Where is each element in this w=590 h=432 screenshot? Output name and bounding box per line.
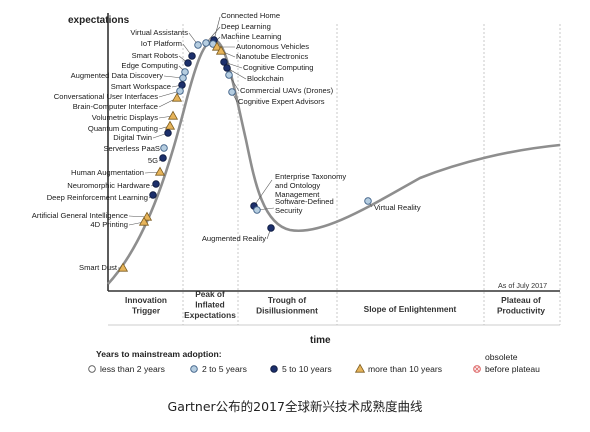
marker-cognitive-expert-advisors: [228, 88, 236, 96]
label-conversational-user-interfaces: Conversational User Interfaces: [54, 92, 158, 101]
legend-label: more than 10 years: [368, 364, 442, 374]
label-5g: 5G: [148, 156, 158, 165]
phase-label: Trough of Disillusionment: [256, 295, 318, 316]
marker-5g: [159, 154, 167, 162]
marker-conversational-user-interfaces: [176, 87, 184, 95]
marker-deep-learning: [202, 39, 210, 47]
legend: Years to mainstream adoption: less than …: [88, 349, 540, 374]
label-edge-computing: Edge Computing: [121, 61, 178, 70]
label-deep-reinforcement-learning: Deep Reinforcement Learning: [47, 193, 148, 202]
label-smart-workspace: Smart Workspace: [111, 82, 171, 91]
label-volumetric-displays: Volumetric Displays: [92, 113, 158, 122]
legend-marker-2to5: [190, 365, 198, 373]
marker-brain-computer-interface: [171, 92, 183, 102]
label-neuromorphic-hardware: Neuromorphic Hardware: [67, 181, 150, 190]
legend-label: 5 to 10 years: [282, 364, 332, 374]
label-augmented-reality: Augmented Reality: [202, 234, 266, 243]
as-of-label: As of July 2017: [498, 281, 547, 290]
marker-autonomous-vehicles: [211, 41, 223, 51]
y-axis-title: expectations: [68, 15, 130, 26]
label-brain-computer-interface: Brain-Computer Interface: [73, 102, 158, 111]
label-nanotube-electronics: Nanotube Electronics: [236, 52, 308, 61]
label-4d-printing: 4D Printing: [90, 220, 128, 229]
label-machine-learning: Machine Learning: [221, 32, 281, 41]
phase-label: Peak of Inflated Expectations: [184, 289, 236, 320]
legend-marker-gt10: [354, 363, 366, 373]
marker-augmented-data-discovery: [179, 74, 187, 82]
label-deep-learning: Deep Learning: [221, 22, 271, 31]
phase-label: Innovation Trigger: [125, 295, 167, 316]
label-digital-twin: Digital Twin: [113, 133, 152, 142]
marker-software-defined-security: [253, 206, 261, 214]
marker-commercial-uavs-drones: [225, 71, 233, 79]
legend-marker-lt2: [88, 365, 96, 373]
label-cognitive-expert-advisors: Cognitive Expert Advisors: [238, 97, 325, 106]
legend-label: 2 to 5 years: [202, 364, 247, 374]
legend-label: before plateau: [485, 364, 540, 374]
label-commercial-uavs-drones: Commercial UAVs (Drones): [240, 86, 334, 95]
label-smart-dust: Smart Dust: [79, 263, 118, 272]
figure-caption: Gartner公布的2017全球新兴技术成熟度曲线: [167, 399, 423, 414]
chart-frame: expectations time As of July 2017: [68, 13, 561, 346]
label-connected-home: Connected Home: [221, 11, 280, 20]
marker-smart-dust: [117, 262, 129, 272]
marker-quantum-computing: [164, 120, 176, 130]
label-blockchain: Blockchain: [247, 74, 284, 83]
label-software-defined-security: Software-Defined Security: [275, 197, 334, 215]
marker-deep-reinforcement-learning: [149, 191, 157, 199]
marker-volumetric-displays: [167, 110, 179, 120]
marker-cognitive-computing: [220, 58, 228, 66]
marker-4d-printing: [138, 216, 150, 226]
marker-human-augmentation: [154, 166, 166, 176]
legend-label-top: obsolete: [485, 352, 518, 362]
marker-neuromorphic-hardware: [152, 180, 160, 188]
label-quantum-computing: Quantum Computing: [88, 124, 158, 133]
marker-iot-platform: [188, 52, 196, 60]
label-virtual-reality: Virtual Reality: [374, 203, 421, 212]
legend-title: Years to mainstream adoption:: [96, 349, 222, 359]
hype-curve: [107, 38, 561, 285]
marker-smart-robots: [184, 59, 192, 67]
legend-marker-5to10: [270, 365, 278, 373]
phase-label: Plateau of Productivity: [497, 295, 545, 316]
label-augmented-data-discovery: Augmented Data Discovery: [71, 71, 164, 80]
label-iot-platform: IoT Platform: [141, 39, 182, 48]
technology-markers: [117, 36, 372, 272]
label-artificial-general-intelligence: Artificial General Intelligence: [32, 211, 128, 220]
label-virtual-assistants: Virtual Assistants: [130, 28, 188, 37]
label-enterprise-taxonomy-and-ontology-management: Enterprise Taxonomy and Ontology Managemen…: [275, 172, 346, 199]
legend-marker-obsolete: [473, 365, 481, 373]
marker-augmented-reality: [267, 224, 275, 232]
connector-enterprise-taxonomy-and-ontology-management: [253, 179, 273, 207]
marker-virtual-assistants: [194, 41, 202, 49]
marker-virtual-reality: [364, 197, 372, 205]
marker-nanotube-electronics: [215, 45, 227, 55]
marker-serverless-paas: [160, 144, 168, 152]
phase-labels: Innovation Trigger Peak of Inflated Expectat…: [125, 289, 545, 320]
x-axis-title: time: [310, 335, 331, 346]
label-serverless-paas: Serverless PaaS: [103, 144, 160, 153]
label-cognitive-computing: Cognitive Computing: [243, 63, 314, 72]
marker-digital-twin: [164, 129, 172, 137]
phase-label: Slope of Enlightenment: [364, 304, 457, 314]
marker-blockchain: [223, 64, 231, 72]
label-human-augmentation: Human Augmentation: [71, 168, 144, 177]
connector-connected-home: [213, 16, 221, 41]
label-smart-robots: Smart Robots: [132, 51, 179, 60]
legend-label: less than 2 years: [100, 364, 165, 374]
label-autonomous-vehicles: Autonomous Vehicles: [236, 42, 309, 51]
